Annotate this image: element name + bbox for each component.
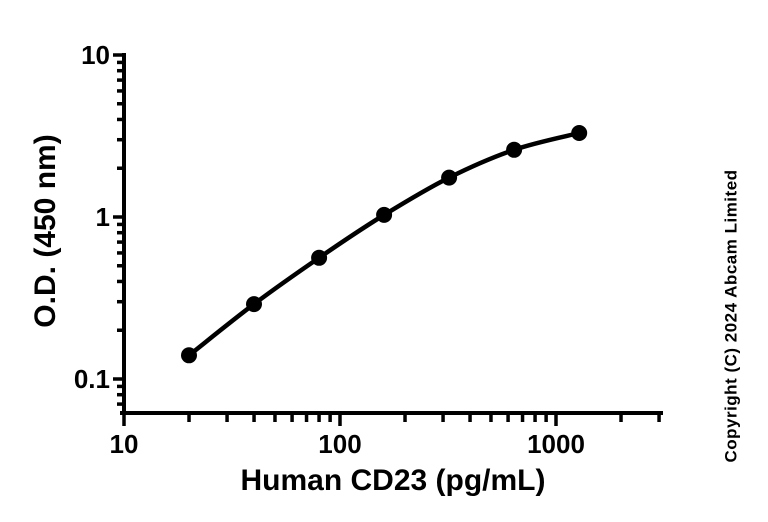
- x-tick-label: 10: [109, 429, 139, 459]
- x-tick-label: 100: [318, 429, 362, 459]
- data-point: [376, 206, 393, 223]
- data-point: [441, 169, 458, 186]
- copyright-watermark: Copyright (C) 2024 Abcam Limited: [721, 169, 741, 463]
- y-tick-label: 10: [81, 40, 110, 70]
- data-point: [181, 347, 197, 364]
- data-point: [506, 141, 523, 158]
- data-point: [246, 296, 262, 313]
- data-point: [311, 249, 328, 266]
- y-tick-label: 0.1: [73, 364, 110, 394]
- fit-curve: [186, 130, 582, 358]
- y-axis-title: O.D. (450 nm): [29, 134, 62, 328]
- data-point: [571, 125, 588, 141]
- y-tick-label: 1: [95, 202, 110, 232]
- x-tick-label: 1000: [527, 429, 585, 459]
- x-axis-title: Human CD23 (pg/mL): [240, 464, 546, 497]
